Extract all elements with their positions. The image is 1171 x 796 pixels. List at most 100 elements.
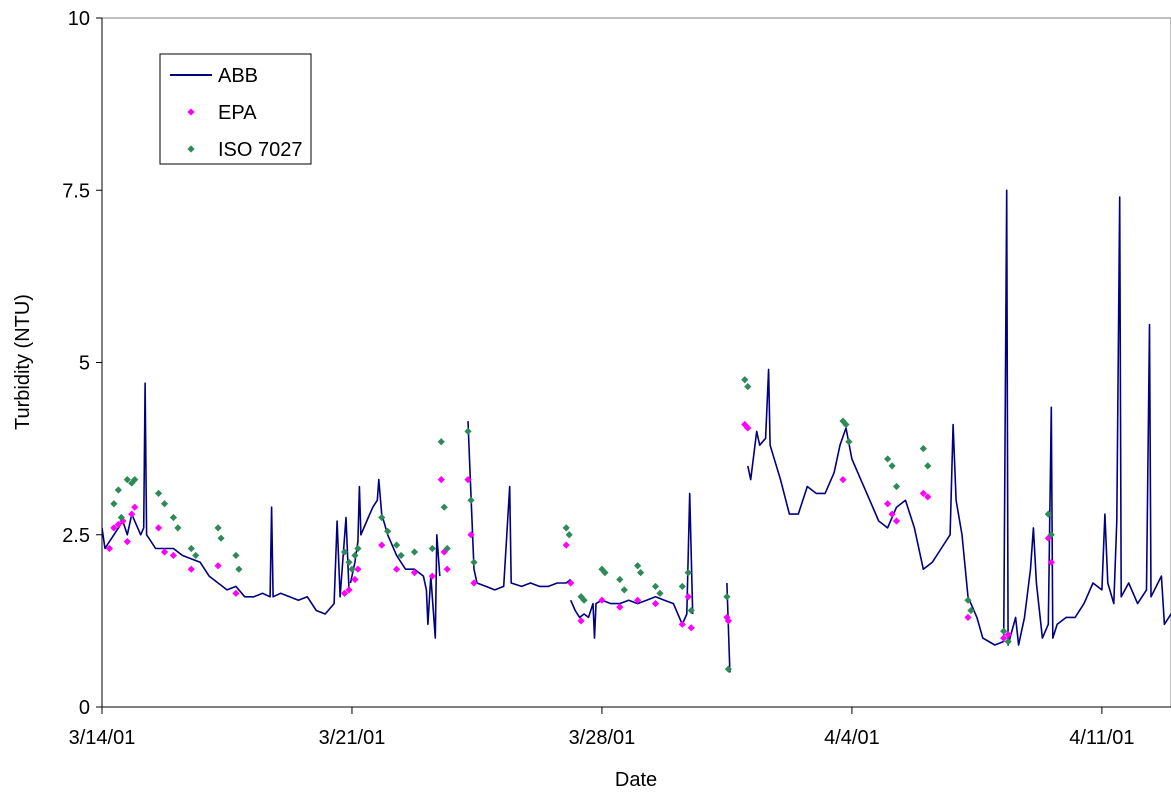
- data-point-epa: [577, 617, 585, 625]
- data-point-epa: [567, 579, 575, 587]
- series-line-abb: [747, 189, 1171, 646]
- data-point-epa: [634, 596, 642, 604]
- data-point-epa: [888, 510, 896, 518]
- data-point-iso-7027: [384, 527, 392, 535]
- data-point-iso-7027: [684, 569, 692, 577]
- data-point-epa: [351, 575, 359, 584]
- data-point-epa: [345, 586, 353, 594]
- data-point-iso-7027: [437, 438, 445, 446]
- data-point-epa: [744, 424, 752, 432]
- data-point-iso-7027: [924, 462, 932, 470]
- data-point-iso-7027: [964, 596, 972, 604]
- data-point-epa: [410, 569, 419, 577]
- data-point-epa: [154, 524, 163, 532]
- data-point-iso-7027: [839, 417, 847, 425]
- data-point-iso-7027: [110, 500, 118, 508]
- data-point-epa: [340, 589, 349, 597]
- data-point-epa: [187, 565, 195, 573]
- data-point-iso-7027: [410, 548, 419, 556]
- data-point-iso-7027: [351, 551, 359, 560]
- data-point-iso-7027: [842, 420, 850, 429]
- data-point-iso-7027: [128, 479, 136, 487]
- data-point-epa: [169, 551, 178, 560]
- data-point-iso-7027: [192, 551, 200, 560]
- x-tick-label: 3/14/01: [69, 727, 136, 749]
- data-point-iso-7027: [123, 476, 131, 484]
- data-point-epa: [110, 524, 118, 532]
- y-tick-label: 5: [79, 353, 90, 375]
- legend: ABB EPA ISO 7027: [159, 53, 312, 165]
- data-point-epa: [428, 572, 436, 580]
- data-point-epa: [1000, 634, 1008, 642]
- data-point-iso-7027: [1047, 531, 1055, 539]
- data-point-epa: [964, 613, 972, 622]
- data-point-iso-7027: [169, 513, 178, 522]
- data-point-iso-7027: [378, 513, 386, 522]
- legend-swatch-epa: [187, 108, 195, 116]
- y-tick-label: 7.5: [62, 180, 90, 202]
- legend-label-abb: ABB: [218, 65, 258, 87]
- legend-label-epa: EPA: [218, 102, 257, 124]
- data-point-epa: [437, 476, 445, 484]
- data-point-epa: [378, 541, 386, 549]
- data-point-iso-7027: [1044, 510, 1052, 518]
- data-point-epa: [470, 579, 478, 587]
- data-point-iso-7027: [723, 593, 731, 601]
- data-point-epa: [128, 510, 136, 518]
- x-tick-label: 4/4/01: [824, 727, 880, 749]
- data-point-iso-7027: [620, 586, 628, 594]
- series-line-abb: [102, 382, 350, 615]
- data-point-iso-7027: [464, 427, 472, 435]
- x-axis-title: Date: [615, 769, 657, 791]
- legend-box: [159, 53, 312, 165]
- data-point-iso-7027: [397, 551, 405, 560]
- data-point-iso-7027: [428, 544, 436, 553]
- data-point-epa: [1004, 631, 1012, 639]
- data-point-iso-7027: [892, 482, 901, 491]
- data-point-iso-7027: [160, 500, 169, 508]
- data-point-iso-7027: [741, 376, 749, 384]
- data-point-epa: [393, 565, 401, 573]
- data-point-iso-7027: [616, 575, 624, 584]
- data-point-iso-7027: [565, 531, 573, 539]
- data-point-iso-7027: [637, 569, 645, 577]
- data-point-epa: [684, 593, 692, 601]
- data-point-iso-7027: [744, 383, 752, 391]
- data-point-epa: [464, 476, 472, 484]
- data-point-iso-7027: [235, 565, 243, 573]
- data-point-epa: [919, 489, 927, 498]
- data-point-epa: [354, 565, 362, 573]
- data-point-epa: [687, 624, 695, 632]
- data-point-iso-7027: [601, 569, 609, 577]
- data-point-iso-7027: [174, 524, 182, 532]
- data-point-epa: [616, 603, 624, 611]
- data-point-iso-7027: [1000, 627, 1008, 635]
- data-point-iso-7027: [345, 558, 353, 566]
- data-point-epa: [1047, 558, 1055, 566]
- data-point-iso-7027: [117, 513, 125, 522]
- data-point-iso-7027: [470, 558, 478, 566]
- data-point-iso-7027: [724, 665, 733, 673]
- x-tick-label: 3/21/01: [319, 727, 386, 749]
- data-point-iso-7027: [687, 606, 695, 615]
- data-point-epa: [1044, 534, 1052, 542]
- data-point-iso-7027: [154, 489, 163, 498]
- data-point-iso-7027: [440, 503, 448, 511]
- data-point-iso-7027: [348, 565, 356, 573]
- legend-swatch-iso-7027: [187, 145, 195, 153]
- series-line-abb: [467, 421, 572, 591]
- data-point-epa: [924, 493, 932, 501]
- data-point-iso-7027: [232, 551, 240, 560]
- data-point-iso-7027: [656, 589, 664, 597]
- data-point-iso-7027: [651, 582, 660, 591]
- data-point-iso-7027: [214, 524, 222, 532]
- y-tick-label: 2.5: [62, 525, 90, 547]
- data-point-epa: [131, 503, 139, 511]
- data-point-iso-7027: [678, 582, 686, 591]
- data-point-epa: [214, 562, 222, 570]
- data-point-iso-7027: [1004, 637, 1012, 646]
- x-tick-label: 3/28/01: [569, 727, 636, 749]
- data-point-iso-7027: [634, 562, 642, 570]
- data-point-iso-7027: [967, 606, 975, 615]
